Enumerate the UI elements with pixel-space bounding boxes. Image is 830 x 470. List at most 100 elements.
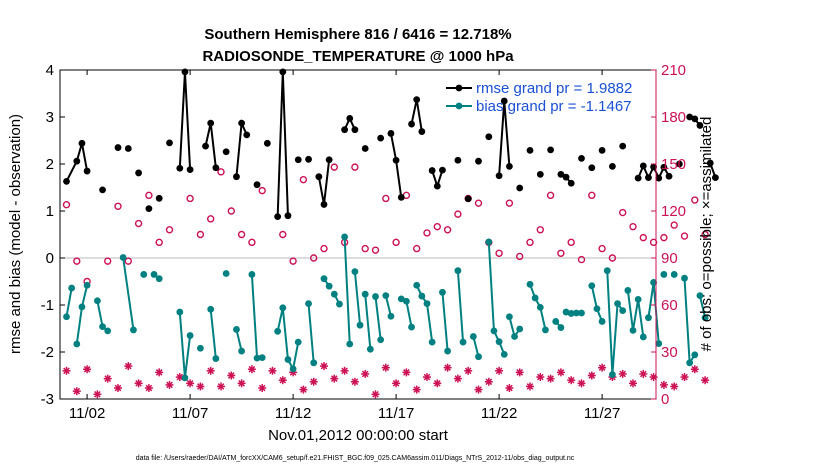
possible-obs-point: [526, 238, 534, 247]
assimilated-obs-point: [402, 368, 411, 377]
assimilated-obs-point-stroke: [495, 367, 503, 375]
bias-point: [588, 282, 596, 290]
assimilated-obs-point: [258, 384, 267, 393]
rmse-point: [274, 213, 282, 221]
y-tick-label-left: 4: [46, 62, 54, 79]
rmse-point: [598, 146, 606, 154]
y-tick-label-left: -2: [41, 344, 54, 361]
rmse-point: [325, 156, 333, 164]
rmse-point: [212, 164, 220, 172]
bias-point: [650, 279, 657, 286]
assimilated-obs-point-stroke: [567, 376, 575, 384]
bias-line-segment: [384, 295, 392, 317]
assimilated-obs-point: [423, 373, 431, 382]
assimilated-obs-point-stroke: [681, 373, 688, 381]
assimilated-obs-point: [577, 379, 586, 388]
bias-point: [274, 327, 282, 335]
rmse-point: [351, 126, 359, 134]
assimilated-obs-point-stroke: [382, 364, 390, 371]
possible-obs-point: [577, 255, 586, 264]
assimilated-obs-point: [536, 373, 545, 382]
assimilated-obs-point: [484, 377, 493, 386]
assimilated-obs-point-stroke: [310, 378, 318, 386]
possible-obs-point: [423, 229, 431, 237]
assimilated-obs-point-stroke: [516, 369, 524, 376]
bias-point: [408, 323, 415, 331]
assimilated-obs-point: [453, 374, 462, 383]
bias-line-segment: [415, 284, 434, 343]
rmse-point: [145, 205, 153, 213]
bias-point: [305, 300, 312, 307]
assimilated-obs-point-stroke: [217, 383, 225, 390]
assimilated-obs-point-stroke: [124, 362, 132, 370]
bias-line-segment: [364, 294, 372, 350]
bias-point: [413, 281, 421, 289]
possible-obs-point: [206, 215, 215, 223]
possible-obs-point: [691, 196, 699, 204]
possible-obs-point: [62, 201, 71, 209]
assimilated-obs-point: [670, 382, 679, 391]
rmse-point: [500, 97, 508, 105]
possible-obs-point: [536, 226, 544, 234]
assimilated-obs-point-stroke: [320, 362, 328, 370]
rmse-point: [73, 157, 81, 165]
bias-line-segment: [456, 270, 465, 343]
bias-point: [397, 295, 405, 303]
assimilated-obs-point-stroke: [207, 367, 215, 375]
assimilated-obs-point-stroke: [392, 380, 400, 387]
assimilated-obs-point-stroke: [598, 364, 606, 371]
assimilated-obs-point: [495, 366, 504, 375]
bias-point: [557, 324, 565, 331]
rmse-point: [124, 145, 132, 152]
bias-point: [207, 305, 215, 313]
y-tick-label-left: 3: [46, 109, 54, 126]
bias-line-segment: [374, 296, 382, 340]
chart-title-line-1: Southern Hemisphere 816 / 6416 = 12.718%: [204, 26, 511, 43]
possible-obs-point: [237, 230, 246, 239]
assimilated-obs-point-stroke: [73, 387, 81, 395]
bias-point: [624, 287, 632, 294]
bias-point: [552, 318, 560, 325]
rmse-point: [639, 162, 647, 170]
possible-obs-point: [557, 249, 565, 258]
assimilated-obs-point-stroke: [197, 383, 204, 390]
bias-point: [459, 338, 467, 346]
rmse-point: [696, 122, 704, 129]
bias-line-segment: [529, 283, 547, 331]
bias-point: [73, 340, 81, 348]
possible-obs-point: [103, 257, 112, 265]
legend-entry-label: bias grand pr = -1.1467: [476, 98, 632, 115]
chart-title-line-2: RADIOSONDE_TEMPERATURE @ 1000 hPa: [202, 48, 514, 65]
bias-point: [284, 356, 292, 363]
rmse-point: [253, 181, 261, 189]
bias-point: [372, 293, 379, 300]
assimilated-obs-point-stroke: [650, 373, 657, 381]
assimilated-obs-point: [680, 373, 689, 382]
rmse-point: [243, 131, 251, 139]
assimilated-obs-point: [247, 365, 256, 374]
rmse-point: [233, 173, 240, 181]
assimilated-obs-point-stroke: [454, 375, 462, 382]
rmse-point: [536, 170, 544, 178]
assimilated-obs-point-stroke: [83, 365, 91, 373]
rmse-point: [263, 139, 271, 147]
possible-obs-point: [361, 244, 369, 253]
rmse-point: [207, 119, 215, 127]
bias-point: [403, 297, 410, 305]
bias-point: [603, 267, 611, 275]
assimilated-obs-point-stroke: [557, 369, 565, 376]
rmse-point: [562, 173, 570, 181]
rmse-point: [454, 156, 462, 164]
assimilated-obs-point: [546, 374, 555, 383]
assimilated-obs-point: [381, 363, 390, 372]
rmse-point: [202, 142, 209, 150]
bias-point: [94, 297, 101, 305]
bias-point: [516, 325, 524, 333]
possible-obs-point: [588, 191, 596, 200]
assimilated-obs-point-stroke: [104, 375, 112, 382]
bias-line-segment: [122, 257, 135, 331]
possible-obs-point: [505, 199, 514, 207]
bias-line-segment: [606, 270, 624, 375]
bias-point: [578, 309, 585, 317]
